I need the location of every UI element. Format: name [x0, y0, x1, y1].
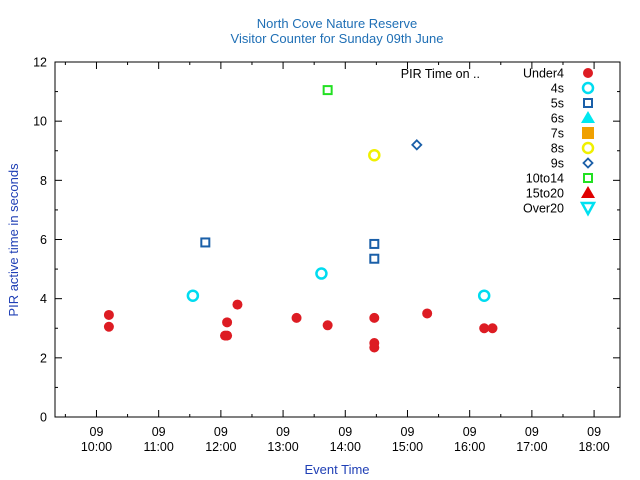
legend-marker-under4: [583, 68, 593, 78]
y-tick-label: 4: [40, 292, 47, 306]
x-tick-label-day: 09: [401, 425, 415, 439]
x-tick-label-time: 14:00: [330, 440, 361, 454]
legend: PIR Time on .. Under44s5s6s7s8s9s10to141…: [401, 67, 597, 217]
data-point-9s: [411, 139, 423, 151]
legend-marker-over20: [579, 201, 597, 217]
data-point-4s: [315, 267, 328, 280]
y-tick-label: 6: [40, 233, 47, 247]
data-point-under4: [222, 330, 233, 341]
data-point-10to14: [322, 85, 333, 96]
plot-border: [54, 61, 621, 418]
chart-title: North Cove Nature Reserve: [257, 16, 417, 31]
data-point-5s: [369, 238, 380, 249]
y-tick-labels: 0 2 4 6 8 10 12: [33, 56, 47, 425]
legend-label: 15to20: [526, 187, 564, 201]
data-point-under4: [103, 321, 114, 332]
legend-marker-6s: [581, 111, 595, 123]
data-point-4s: [477, 289, 491, 302]
data-point-4s: [186, 289, 200, 302]
legend-label: 8s: [551, 142, 564, 156]
data-point-5s: [369, 253, 380, 264]
x-tick-label-day: 09: [214, 425, 228, 439]
legend-label: 6s: [551, 112, 564, 126]
chart-subtitle: Visitor Counter for Sunday 09th June: [231, 31, 444, 46]
x-tick-label-day: 09: [525, 425, 539, 439]
data-point-under4: [232, 299, 243, 310]
y-axis-label: PIR active time in seconds: [6, 163, 21, 317]
y-tick-label: 2: [40, 351, 47, 365]
legend-label: 7s: [551, 127, 564, 141]
x-tick-label-time: 12:00: [205, 440, 236, 454]
data-point-under4: [487, 323, 498, 334]
data-point-under4: [103, 309, 114, 320]
legend-marker-5s: [583, 98, 593, 108]
data-points: [103, 85, 498, 353]
data-point-under4: [479, 323, 490, 334]
legend-label: Under4: [523, 67, 564, 81]
data-point-under4: [369, 342, 380, 353]
legend-marker-9s: [582, 157, 594, 169]
data-point-under4: [222, 317, 233, 328]
axis-ticks: [55, 61, 620, 418]
x-tick-label-time: 15:00: [392, 440, 423, 454]
legend-marker-8s: [581, 141, 595, 155]
legend-label: 5s: [551, 97, 564, 111]
y-tick-label: 10: [33, 115, 47, 129]
data-point-under4: [422, 308, 433, 319]
y-tick-label: 0: [40, 411, 47, 425]
x-axis-label: Event Time: [304, 462, 369, 477]
legend-marker-4s: [581, 81, 595, 95]
x-tick-label-day: 09: [338, 425, 352, 439]
data-point-5s: [200, 237, 211, 248]
x-tick-label-day: 09: [276, 425, 290, 439]
y-tick-label: 12: [33, 56, 47, 70]
x-tick-label-time: 17:00: [516, 440, 547, 454]
y-tick-label: 8: [40, 174, 47, 188]
x-tick-label-time: 10:00: [81, 440, 112, 454]
legend-label: 4s: [551, 82, 564, 96]
x-tick-label-day: 09: [90, 425, 104, 439]
legend-label: Over20: [523, 202, 564, 216]
x-tick-label-day: 09: [463, 425, 477, 439]
legend-label: 9s: [551, 157, 564, 171]
x-tick-label-time: 11:00: [143, 440, 173, 454]
x-tick-label-time: 18:00: [578, 440, 609, 454]
x-tick-label-day: 09: [152, 425, 166, 439]
legend-title: PIR Time on ..: [401, 67, 480, 81]
legend-marker-7s: [582, 127, 594, 139]
x-tick-label-time: 16:00: [454, 440, 485, 454]
x-tick-labels: 0910:000911:000912:000913:000914:000915:…: [81, 425, 610, 454]
x-tick-label-time: 13:00: [267, 440, 298, 454]
data-point-8s: [368, 148, 381, 162]
legend-marker-10to14: [583, 173, 593, 183]
legend-label: 10to14: [526, 172, 564, 186]
data-point-under4: [291, 312, 302, 323]
data-point-under4: [369, 312, 380, 323]
x-tick-label-day: 09: [587, 425, 601, 439]
data-point-under4: [322, 320, 333, 331]
legend-marker-15to20: [581, 186, 595, 198]
